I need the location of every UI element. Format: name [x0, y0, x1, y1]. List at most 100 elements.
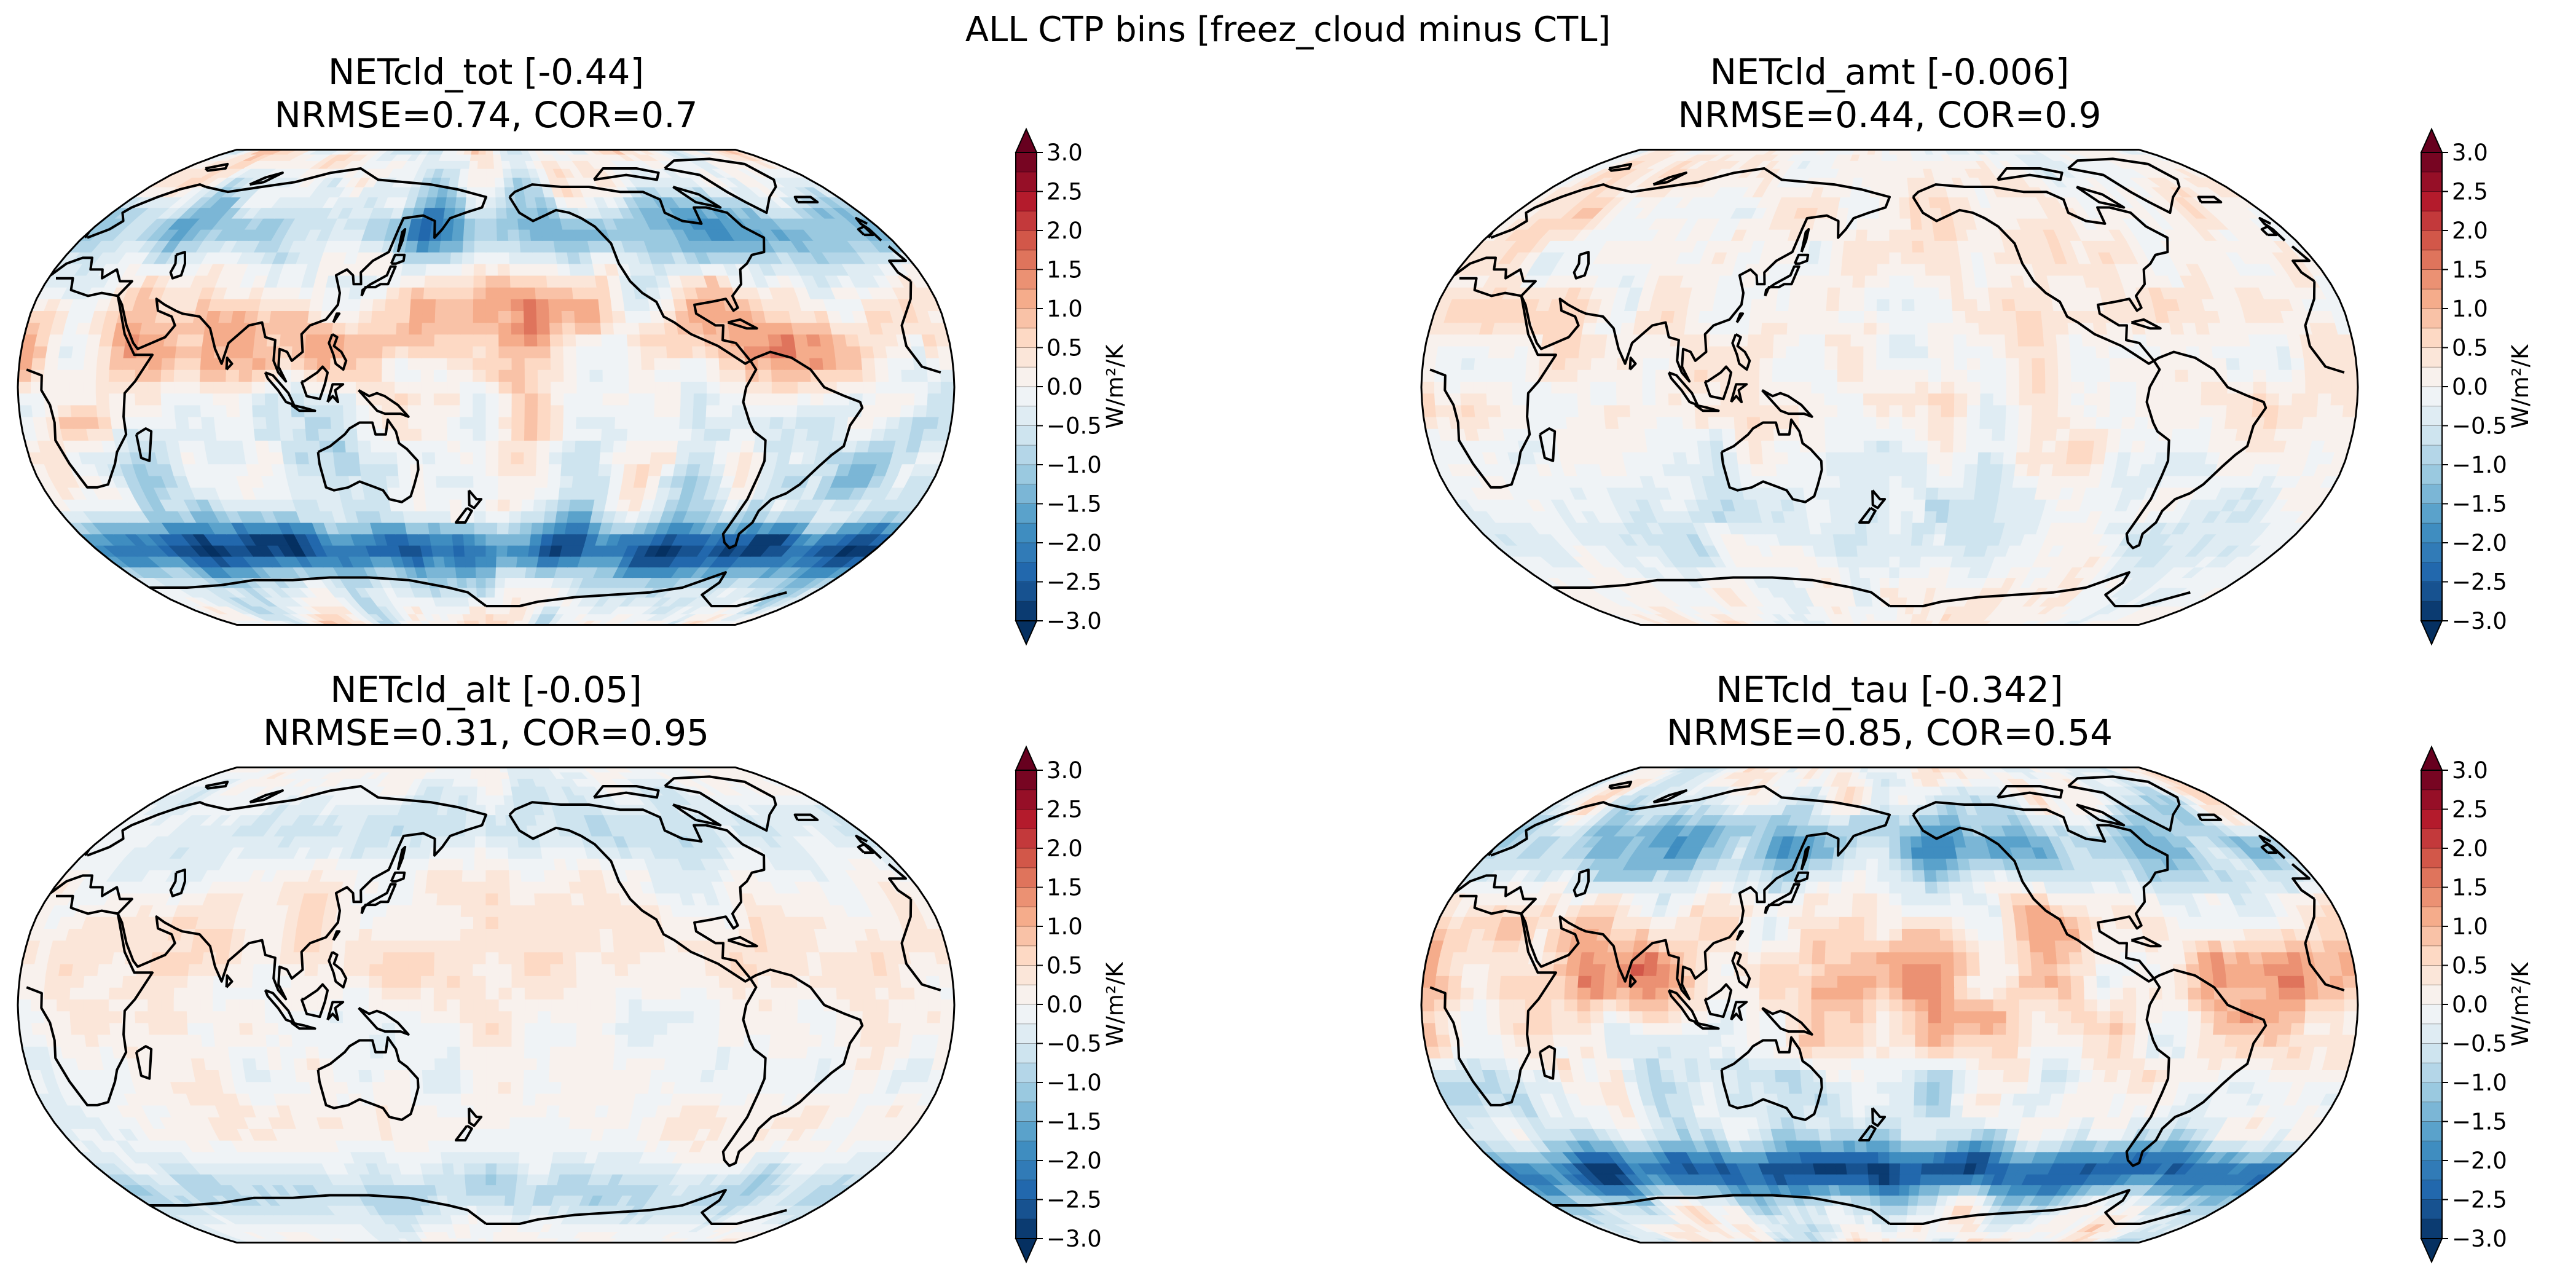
colorbar-tick-label: −0.5 — [2452, 413, 2507, 439]
colorbar-bin — [2421, 347, 2442, 368]
colorbar-tick-label: −0.5 — [1046, 413, 1102, 439]
colorbar-bin — [2421, 1219, 2442, 1239]
colorbar-bin — [1016, 926, 1037, 947]
colorbar-label: W/m²/K — [2507, 344, 2534, 428]
colorbar-tick-label: 2.5 — [1046, 179, 1083, 205]
colorbar-bin — [2421, 887, 2442, 907]
colorbar-bin — [2421, 1121, 2442, 1141]
colorbar-tick-label: 3.0 — [2452, 140, 2488, 166]
colorbar-tick-label: −2.5 — [2452, 569, 2507, 596]
colorbar-tick-label: 2.5 — [2452, 179, 2488, 205]
colorbar-tick-label: 0.0 — [1046, 991, 1083, 1018]
colorbar-bin — [1016, 770, 1037, 790]
colorbar-bin — [1016, 907, 1037, 927]
colorbar-tick-label: −1.0 — [2452, 452, 2507, 478]
contour-field — [1421, 149, 2358, 625]
colorbar-bin — [1016, 562, 1037, 583]
map-panel-NETcld_tot: NETcld_tot [-0.44]NRMSE=0.74, COR=0.7 3.0… — [17, 51, 1128, 646]
colorbar-tick-label: 2.0 — [1046, 218, 1083, 244]
colorbar-tick-label: 0.5 — [2452, 335, 2488, 361]
colorbar-bin — [1016, 289, 1037, 309]
colorbar-bin — [1016, 171, 1037, 192]
colorbar-tick-label: 2.0 — [1046, 835, 1083, 862]
colorbar-bin — [2421, 965, 2442, 985]
colorbar-bin — [2421, 152, 2442, 173]
colorbar-tick-label: −3.0 — [1046, 1226, 1102, 1252]
colorbar-bin — [1016, 503, 1037, 524]
colorbar-bin — [1016, 867, 1037, 888]
colorbar-tick-label: 0.5 — [1046, 335, 1083, 361]
colorbar-bin — [2421, 328, 2442, 349]
colorbar-bin — [2421, 250, 2442, 270]
colorbar-extend-max — [1015, 127, 1038, 153]
colorbar-bin — [1016, 406, 1037, 427]
colorbar-bin — [1016, 231, 1037, 251]
colorbar-bin — [1016, 1161, 1037, 1181]
colorbar-tick-label: 3.0 — [2452, 757, 2488, 784]
colorbar-bin — [1016, 1141, 1037, 1161]
panel-title: NETcld_amt [-0.006] — [1710, 51, 2070, 93]
colorbar-tick-label: −3.0 — [1046, 608, 1102, 634]
colorbar-bin — [1016, 328, 1037, 349]
colorbar-bin — [1016, 152, 1037, 173]
colorbar-bin — [1016, 985, 1037, 1005]
colorbar-bin — [2421, 1199, 2442, 1220]
colorbar-bin — [1016, 1082, 1037, 1103]
colorbar-bin — [1016, 269, 1037, 290]
colorbar-bin — [1016, 1199, 1037, 1220]
colorbar-tick-label: 0.0 — [1046, 374, 1083, 400]
colorbar-tick-label: −1.5 — [2452, 491, 2507, 518]
colorbar-bin — [1016, 1102, 1037, 1122]
colorbar-bin — [2421, 1043, 2442, 1063]
colorbar-bin — [1016, 1023, 1037, 1044]
colorbar-bin — [2421, 231, 2442, 251]
colorbar-bin — [1016, 367, 1037, 387]
colorbar-bin — [1016, 1121, 1037, 1141]
colorbar-bin — [2421, 809, 2442, 829]
colorbar-bin — [1016, 829, 1037, 849]
panel-title: NETcld_tau [-0.342] — [1716, 669, 2063, 711]
colorbar-extend-min — [1015, 620, 1038, 646]
colorbar-bin — [2421, 1161, 2442, 1181]
colorbar: 3.0 2.5 2.0 1.5 1.0 0.5 0.0 −0.5 −1.0 −1.5 −2.0 −2.… — [2420, 127, 2534, 646]
colorbar-tick-label: −1.5 — [1046, 1109, 1102, 1135]
colorbar-bin — [1016, 1180, 1037, 1200]
colorbar-bin — [1016, 347, 1037, 368]
colorbar-bin — [2421, 848, 2442, 869]
colorbar-bin — [2421, 1102, 2442, 1122]
colorbar-bin — [2421, 171, 2442, 192]
colorbar-tick-label: 1.0 — [2452, 296, 2488, 322]
colorbar-bin — [2421, 985, 2442, 1005]
colorbar-bin — [1016, 465, 1037, 485]
colorbar-extend-min — [2420, 1238, 2443, 1264]
colorbar-tick-label: 0.5 — [2452, 953, 2488, 979]
colorbar-bin — [2421, 926, 2442, 947]
colorbar-tick-label: −2.0 — [2452, 530, 2507, 556]
colorbar-tick-label: 1.5 — [1046, 875, 1083, 901]
colorbar-bin — [2421, 269, 2442, 290]
colorbar-bin — [2421, 367, 2442, 387]
colorbar-bin — [2421, 211, 2442, 231]
colorbar-tick-label: 2.0 — [2452, 835, 2488, 862]
colorbar-bin — [2421, 907, 2442, 927]
map-panel-NETcld_alt: NETcld_alt [-0.05]NRMSE=0.31, COR=0.95 3.… — [17, 669, 1128, 1264]
colorbar-tick-label: 1.5 — [2452, 257, 2488, 283]
panel-subtitle: NRMSE=0.85, COR=0.54 — [1667, 712, 2113, 754]
colorbar-bin — [1016, 887, 1037, 907]
colorbar-bin — [1016, 523, 1037, 543]
colorbar-extend-min — [2420, 620, 2443, 646]
colorbar-tick-label: −0.5 — [2452, 1031, 2507, 1057]
colorbar-tick-label: 1.0 — [1046, 913, 1083, 940]
colorbar-tick-label: −2.0 — [2452, 1148, 2507, 1174]
colorbar-tick-label: −1.0 — [1046, 452, 1102, 478]
colorbar-bin — [2421, 770, 2442, 790]
colorbar-tick-label: −1.0 — [1046, 1070, 1102, 1096]
colorbar-bin — [1016, 1043, 1037, 1063]
colorbar-tick-label: −3.0 — [2452, 608, 2507, 634]
colorbar-label: W/m²/K — [2507, 961, 2534, 1046]
colorbar-bin — [2421, 1023, 2442, 1044]
colorbar-bin — [2421, 562, 2442, 583]
contour-field — [18, 767, 954, 1243]
colorbar-bin — [2421, 191, 2442, 211]
